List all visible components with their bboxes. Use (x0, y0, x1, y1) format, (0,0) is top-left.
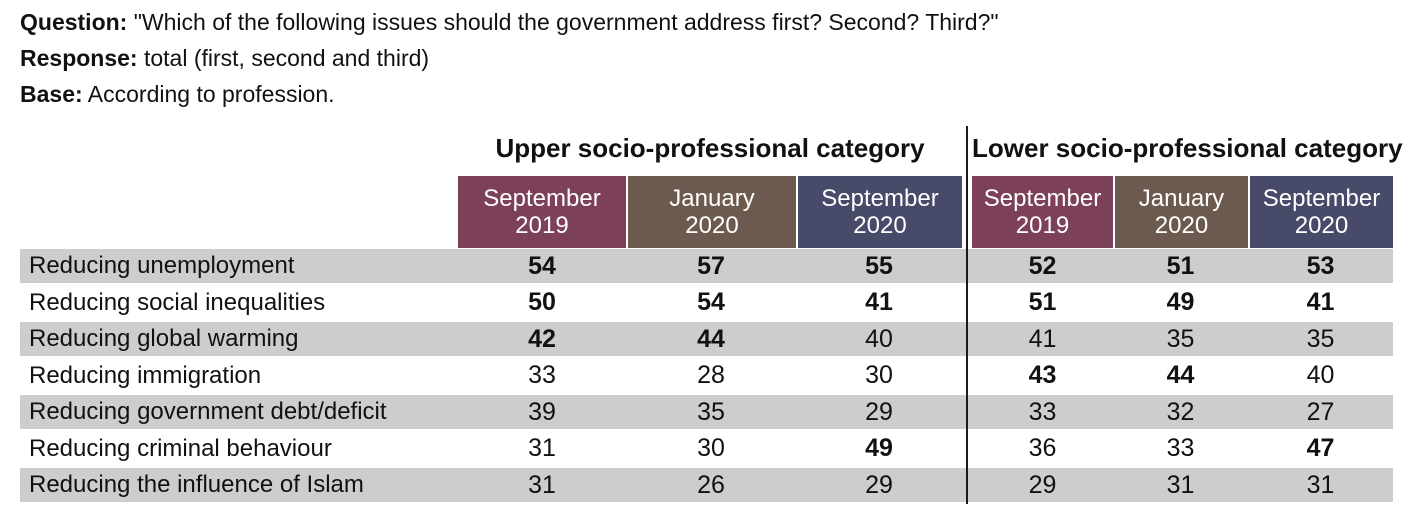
cell-value: 51 (1166, 251, 1195, 280)
row-label: Reducing criminal behaviour (29, 434, 332, 462)
response-text: total (first, second and third) (143, 45, 430, 71)
cell-value: 43 (1028, 361, 1057, 389)
cell-value: 29 (865, 397, 893, 426)
column-header-lower-september-2020: September 2020 (1250, 176, 1393, 248)
table-row: Reducing the influence of Islam 31 26 29… (20, 468, 1393, 502)
cell-value: 31 (528, 470, 556, 499)
group-divider-line (966, 126, 968, 504)
cell-value: 49 (1166, 288, 1195, 316)
cell-value: 39 (528, 397, 556, 426)
row-label: Reducing global warming (29, 325, 299, 352)
cell-value: 30 (697, 434, 725, 462)
question-label: Question: (20, 9, 128, 35)
response-line: Response: total (first, second and third… (20, 40, 999, 76)
cell-value: 27 (1306, 397, 1335, 426)
column-header-year: 2019 (1015, 212, 1070, 239)
cell-value: 47 (1306, 434, 1335, 462)
group-title-lower: Lower socio-professional category (972, 133, 1403, 163)
group-title-upper: Upper socio-professional category (495, 133, 925, 163)
cell-value: 31 (528, 434, 556, 462)
cell-value: 57 (697, 251, 725, 280)
cell-value: 42 (528, 324, 556, 353)
column-header-year: 2020 (1294, 212, 1349, 239)
column-header-year: 2020 (685, 212, 739, 239)
column-header-month: January (669, 185, 755, 212)
row-label: Reducing unemployment (29, 252, 295, 279)
table-row: Reducing social inequalities 50 54 41 51… (20, 286, 1393, 320)
row-label: Reducing social inequalities (29, 288, 326, 316)
response-label: Response: (20, 45, 138, 71)
cell-value: 29 (1028, 470, 1057, 499)
base-text: According to profession. (87, 81, 335, 107)
cell-value: 40 (865, 324, 893, 353)
table-row: Reducing immigration 33 28 30 43 44 40 (20, 359, 1393, 393)
column-header-year: 2019 (515, 212, 569, 239)
cell-value: 54 (528, 251, 556, 280)
cell-value: 53 (1306, 251, 1335, 280)
cell-value: 52 (1028, 251, 1057, 280)
cell-value: 26 (697, 470, 725, 499)
cell-value: 41 (1306, 288, 1335, 316)
cell-value: 30 (865, 361, 893, 389)
table-row: Reducing government debt/deficit 39 35 2… (20, 395, 1393, 429)
question-text: "Which of the following issues should th… (133, 9, 999, 35)
cell-value: 51 (1028, 288, 1057, 316)
base-line: Base: According to profession. (20, 76, 999, 112)
column-header-lower-january-2020: January 2020 (1115, 176, 1248, 248)
column-header-month: January (1138, 185, 1225, 212)
column-header-year: 2020 (853, 212, 907, 239)
column-header-lower-september-2019: September 2019 (972, 176, 1113, 248)
row-label: Reducing the influence of Islam (29, 471, 364, 498)
column-header-year: 2020 (1154, 212, 1209, 239)
cell-value: 41 (1028, 324, 1057, 353)
column-header-month: September (1262, 185, 1381, 212)
column-header-upper-september-2019: September 2019 (458, 176, 626, 248)
cell-value: 40 (1306, 361, 1335, 389)
question-line: Question: "Which of the following issues… (20, 4, 999, 40)
cell-value: 35 (1306, 324, 1335, 353)
cell-value: 49 (865, 434, 893, 462)
cell-value: 33 (1028, 397, 1057, 426)
column-header-month: September (483, 185, 601, 212)
cell-value: 32 (1166, 397, 1195, 426)
table-body: Reducing unemployment 54 57 55 52 51 53 … (20, 249, 1393, 505)
table-row: Reducing criminal behaviour 31 30 49 36 … (20, 432, 1393, 466)
cell-value: 28 (697, 361, 725, 389)
column-header-month: September (821, 185, 939, 212)
intro-text: Question: "Which of the following issues… (20, 4, 999, 112)
base-label: Base: (20, 81, 83, 107)
cell-value: 41 (865, 288, 893, 316)
cell-value: 54 (697, 288, 725, 316)
table-row: Reducing unemployment 54 57 55 52 51 53 (20, 249, 1393, 283)
column-header-month: September (983, 185, 1102, 212)
cell-value: 50 (528, 288, 556, 316)
column-header-upper-january-2020: January 2020 (628, 176, 796, 248)
cell-value: 35 (1166, 324, 1195, 353)
row-label: Reducing immigration (29, 361, 262, 389)
cell-value: 29 (865, 470, 893, 499)
table-row: Reducing global warming 42 44 40 41 35 3… (20, 322, 1393, 356)
cell-value: 31 (1166, 470, 1195, 499)
cell-value: 35 (697, 397, 725, 426)
row-label: Reducing government debt/deficit (29, 398, 387, 425)
cell-value: 33 (1166, 434, 1195, 462)
cell-value: 36 (1028, 434, 1057, 462)
cell-value: 44 (697, 324, 725, 353)
column-header-upper-september-2020: September 2020 (798, 176, 962, 248)
cell-value: 31 (1306, 470, 1335, 499)
cell-value: 33 (528, 361, 556, 389)
cell-value: 55 (865, 251, 893, 280)
cell-value: 44 (1166, 361, 1195, 389)
